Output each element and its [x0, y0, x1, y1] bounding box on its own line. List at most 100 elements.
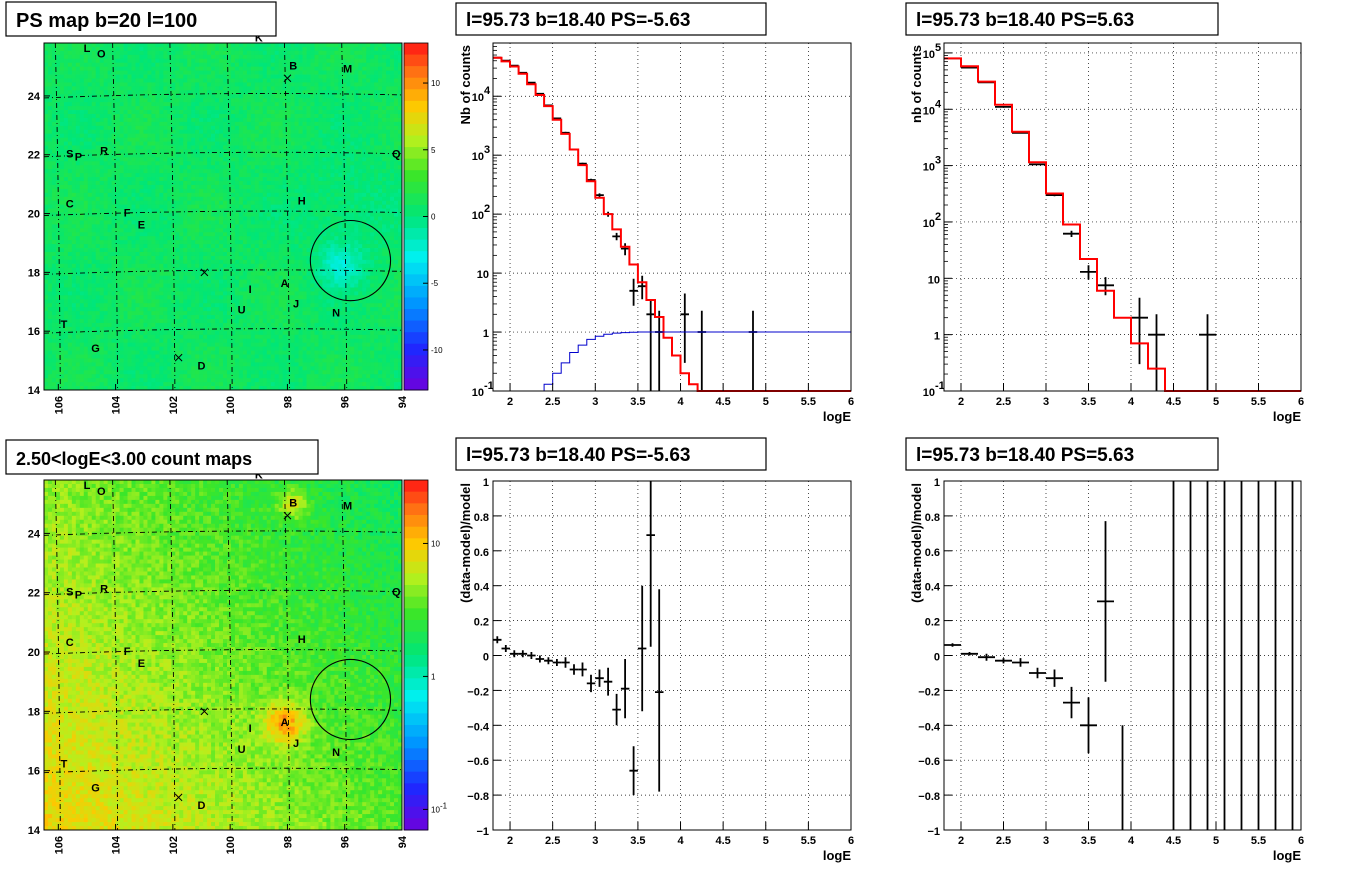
- heatmap-cell: [139, 181, 144, 186]
- heatmap-cell: [87, 90, 93, 95]
- heatmap-cell: [374, 145, 379, 150]
- heatmap-cell: [322, 244, 327, 249]
- heatmap-cell: [358, 208, 363, 213]
- heatmap-cell: [362, 153, 367, 158]
- heatmap-cell: [298, 184, 303, 190]
- heatmap-cell: [226, 200, 232, 206]
- heatmap-cell: [203, 232, 208, 237]
- heatmap-cell: [322, 192, 327, 198]
- heatmap-cell: [294, 240, 299, 245]
- heatmap-cell: [79, 133, 85, 139]
- heatmap-cell: [390, 62, 395, 68]
- heatmap-cell: [95, 102, 101, 107]
- heatmap-cell: [366, 149, 371, 154]
- heatmap-cell: [242, 212, 248, 217]
- heatmap-cell: [322, 232, 327, 237]
- heatmap-cell: [298, 121, 303, 127]
- heatmap-cell: [278, 102, 284, 107]
- heatmap-cell: [59, 251, 65, 257]
- heatmap-cell: [223, 184, 228, 190]
- heatmap-cell: [111, 192, 116, 198]
- heatmap-cell: [51, 145, 57, 150]
- heatmap-cell: [47, 244, 53, 249]
- heatmap-cell: [79, 251, 85, 257]
- heatmap-cell: [246, 58, 252, 64]
- heatmap-cell: [374, 117, 379, 123]
- heatmap-cell: [175, 106, 180, 111]
- heatmap-cell: [318, 149, 323, 154]
- heatmap-cell: [258, 228, 264, 233]
- heatmap-cell: [346, 46, 351, 52]
- heatmap-cell: [87, 232, 93, 237]
- heatmap-cell: [55, 113, 61, 119]
- heatmap-cell: [59, 110, 65, 115]
- heatmap-cell: [191, 200, 196, 206]
- heatmap-cell: [382, 46, 387, 52]
- heatmap-cell: [151, 90, 156, 95]
- heatmap-cell: [147, 149, 152, 154]
- heatmap-cell: [123, 137, 128, 142]
- heatmap-cell: [266, 110, 272, 115]
- heatmap-cell: [131, 200, 136, 206]
- heatmap-cell: [286, 181, 292, 186]
- heatmap-cell: [310, 216, 315, 221]
- heatmap-cell: [394, 177, 399, 182]
- heatmap-cell: [266, 78, 272, 83]
- heatmap-cell: [171, 188, 176, 194]
- heatmap-cell: [294, 82, 299, 87]
- heatmap-cell: [290, 98, 295, 103]
- heatmap-cell: [250, 208, 256, 213]
- heatmap-cell: [83, 157, 89, 162]
- heatmap-cell: [107, 106, 113, 111]
- heatmap-cell: [139, 117, 144, 123]
- heatmap-cell: [131, 236, 136, 241]
- heatmap-cell: [346, 236, 351, 241]
- heatmap-cell: [274, 94, 280, 99]
- heatmap-cell: [143, 208, 148, 213]
- heatmap-cell: [191, 216, 196, 221]
- heatmap-cell: [207, 145, 212, 150]
- heatmap-cell: [103, 125, 109, 131]
- heatmap-cell: [51, 220, 57, 225]
- heatmap-cell: [211, 137, 216, 142]
- heatmap-cell: [390, 106, 395, 111]
- heatmap-cell: [378, 224, 383, 229]
- heatmap-cell: [175, 86, 180, 91]
- heatmap-cell: [258, 66, 264, 71]
- heatmap-cell: [44, 255, 49, 261]
- heatmap-cell: [390, 184, 395, 190]
- heatmap-cell: [230, 216, 236, 221]
- heatmap-cell: [139, 94, 144, 99]
- heatmap-cell: [250, 90, 256, 95]
- heatmap-cell: [211, 125, 216, 131]
- heatmap-cell: [95, 220, 101, 225]
- heatmap-cell: [358, 161, 363, 166]
- heatmap-cell: [294, 169, 299, 174]
- heatmap-cell: [191, 129, 196, 135]
- heatmap-cell: [215, 74, 220, 79]
- heatmap-cell: [282, 200, 288, 206]
- heatmap-cell: [91, 244, 97, 249]
- heatmap-cell: [334, 58, 339, 64]
- heatmap-cell: [254, 78, 260, 83]
- heatmap-cell: [155, 125, 160, 131]
- heatmap-cell: [179, 102, 184, 107]
- heatmap-cell: [191, 169, 196, 174]
- heatmap-cell: [238, 192, 244, 198]
- heatmap-cell: [179, 86, 184, 91]
- heatmap-cell: [358, 181, 363, 186]
- heatmap-cell: [155, 66, 160, 71]
- heatmap-cell: [386, 157, 391, 162]
- heatmap-cell: [119, 106, 124, 111]
- heatmap-cell: [306, 133, 311, 139]
- heatmap-cell: [306, 232, 311, 237]
- heatmap-cell: [95, 78, 101, 83]
- heatmap-cell: [326, 113, 331, 119]
- heatmap-cell: [131, 145, 136, 150]
- heatmap-cell: [79, 240, 85, 245]
- heatmap-cell: [147, 228, 152, 233]
- heatmap-cell: [394, 117, 399, 123]
- heatmap-cell: [163, 90, 168, 95]
- heatmap-cell: [44, 173, 49, 178]
- heatmap-cell: [79, 165, 85, 170]
